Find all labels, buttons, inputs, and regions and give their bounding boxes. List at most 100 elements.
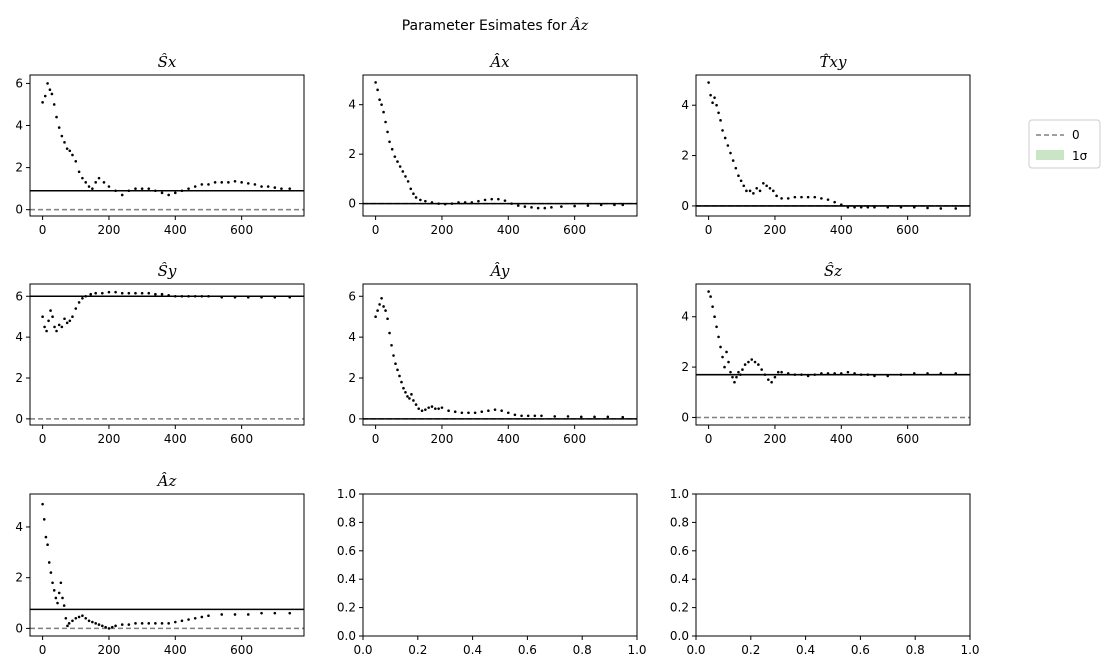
legend-sigma-swatch <box>1036 150 1064 160</box>
y-tick-label: 6 <box>15 76 23 90</box>
estimate-point <box>526 414 530 418</box>
estimate-point <box>227 181 230 184</box>
estimate-point <box>573 204 576 208</box>
estimate-point <box>390 147 394 151</box>
estimate-point <box>207 614 210 618</box>
estimate-point <box>260 611 263 615</box>
legend-frame <box>1028 119 1101 169</box>
estimate-point <box>721 355 724 359</box>
estimate-point <box>786 197 790 200</box>
legend: 0 1σ <box>1028 119 1101 169</box>
x-tick-label: 0.8 <box>573 643 592 657</box>
x-tick-label: 600 <box>563 223 586 237</box>
y-tick-label: 0.4 <box>670 572 689 586</box>
x-tick-label: 600 <box>896 223 919 237</box>
estimate-point <box>419 198 422 202</box>
estimate-point <box>87 185 91 188</box>
estimate-point <box>187 187 190 190</box>
estimate-point <box>412 192 415 196</box>
x-tick-label: 0 <box>372 223 380 237</box>
estimate-point <box>378 303 381 306</box>
estimate-point <box>180 619 184 623</box>
estimate-point <box>46 543 49 547</box>
estimate-point <box>719 345 722 349</box>
estimate-point <box>737 370 740 374</box>
estimate-point <box>68 149 72 153</box>
estimate-point <box>520 414 523 418</box>
subplot-title: T̂xy <box>820 53 847 71</box>
estimate-point <box>402 386 405 390</box>
x-tick-label: 0.2 <box>408 643 427 657</box>
estimate-point <box>776 370 780 374</box>
estimate-point <box>477 199 480 203</box>
estimate-point <box>200 615 204 619</box>
estimate-point <box>758 189 762 193</box>
x-tick-label: 0 <box>372 432 380 446</box>
estimate-point <box>503 199 507 202</box>
estimate-point <box>273 611 277 615</box>
estimate-point <box>147 187 151 190</box>
estimate-point <box>193 616 197 620</box>
axes-frame <box>29 283 305 426</box>
estimate-point <box>550 206 553 209</box>
estimate-point <box>406 395 409 398</box>
subplot-4: Ŝy 0 200 400 600 0 2 4 6 <box>15 262 305 446</box>
estimate-point <box>729 151 732 155</box>
estimate-point <box>107 290 111 294</box>
x-tick-label: 0.4 <box>463 643 482 657</box>
x-tick-label: 0.6 <box>518 643 537 657</box>
estimate-point <box>713 315 716 319</box>
y-tick-label: 2 <box>15 571 23 585</box>
estimate-point <box>826 198 830 201</box>
estimate-point <box>388 140 391 144</box>
y-tick-label: 2 <box>681 149 689 163</box>
estimate-point <box>773 375 777 379</box>
estimate-point <box>47 561 51 564</box>
estimate-point <box>45 329 48 333</box>
axes-frame <box>362 493 638 637</box>
estimate-point <box>260 185 263 188</box>
axes-frame <box>29 493 305 637</box>
x-tick-label: 400 <box>164 223 187 237</box>
estimate-point <box>417 407 421 410</box>
y-tick-label: 0 <box>681 199 689 213</box>
estimate-point <box>160 292 164 296</box>
estimate-point <box>757 363 760 366</box>
estimate-point <box>280 187 283 190</box>
estimate-point <box>89 292 93 296</box>
estimate-point <box>424 199 427 203</box>
estimate-point <box>107 627 111 630</box>
estimate-point <box>94 622 97 625</box>
subplot-6: Ŝz 0 200 400 600 0 2 4 <box>681 262 971 446</box>
estimate-point <box>762 181 765 185</box>
estimate-point <box>42 518 46 521</box>
subplot-2: Âx 0 200 400 600 0 2 4 <box>348 53 638 237</box>
estimate-point <box>140 622 144 625</box>
estimate-point <box>726 144 730 147</box>
estimate-point <box>733 380 736 384</box>
estimate-point <box>723 365 726 369</box>
estimate-point <box>91 620 94 624</box>
estimate-point <box>376 88 379 92</box>
estimate-point <box>813 195 817 199</box>
estimate-point <box>77 615 81 619</box>
estimate-point <box>427 406 430 409</box>
estimate-point <box>412 399 415 402</box>
estimate-point <box>579 415 583 419</box>
estimate-point <box>120 291 124 295</box>
estimate-point <box>734 166 738 170</box>
estimate-point <box>760 368 763 371</box>
estimate-point <box>233 613 237 616</box>
x-tick-label: 1.0 <box>960 643 979 657</box>
estimate-point <box>94 291 97 295</box>
x-tick-label: 400 <box>497 223 520 237</box>
y-tick-label: 6 <box>348 289 356 303</box>
estimate-point <box>65 147 69 150</box>
estimate-point <box>233 179 237 183</box>
y-tick-label: 0.8 <box>670 515 689 529</box>
estimate-point <box>49 571 53 574</box>
estimate-point <box>266 185 270 188</box>
estimate-point <box>593 415 596 419</box>
estimate-point <box>533 414 537 418</box>
x-tick-label: 200 <box>763 432 786 446</box>
